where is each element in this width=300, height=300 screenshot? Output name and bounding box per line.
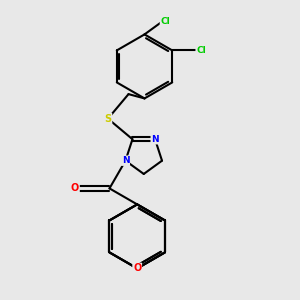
- Text: N: N: [122, 156, 129, 165]
- Text: N: N: [151, 135, 159, 144]
- Text: Cl: Cl: [196, 46, 206, 55]
- Text: Cl: Cl: [160, 17, 170, 26]
- Text: O: O: [71, 183, 79, 194]
- Text: O: O: [133, 263, 141, 273]
- Text: S: S: [104, 114, 112, 124]
